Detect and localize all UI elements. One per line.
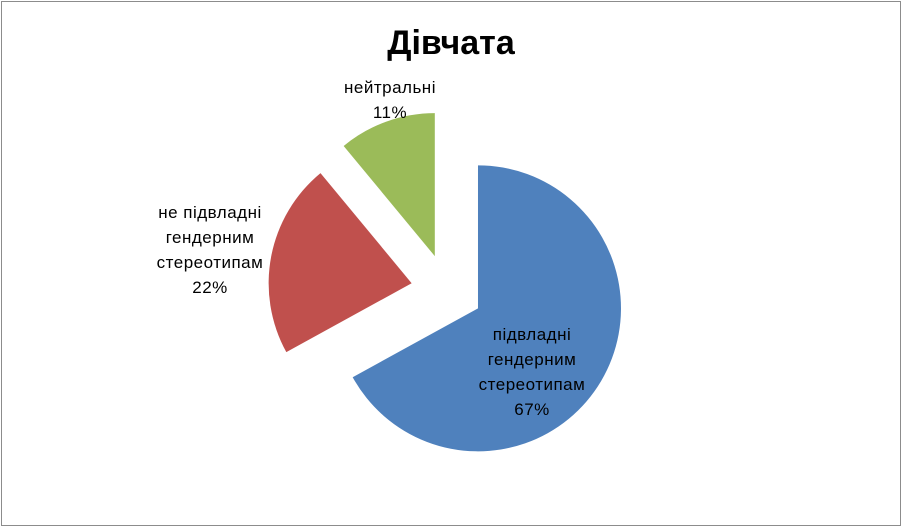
value-label: 11%: [372, 103, 408, 122]
slice-name: підвладні гендерним стереотипам: [478, 325, 586, 394]
chart-title: Дівчата: [387, 24, 516, 62]
pie-slice: [343, 113, 435, 257]
data-label: не підвладні гендерним стереотипам 22%: [135, 200, 285, 300]
pie-slice: [268, 173, 412, 353]
pie-slice: [352, 165, 621, 452]
slice-name: нейтральні: [344, 78, 436, 97]
value-label: 67%: [514, 400, 550, 419]
slice-name: не підвладні гендерним стереотипам: [156, 203, 264, 272]
data-label: підвладні гендерним стереотипам 67%: [457, 322, 607, 422]
data-label: нейтральні 11%: [315, 75, 465, 125]
value-label: 22%: [192, 278, 228, 297]
